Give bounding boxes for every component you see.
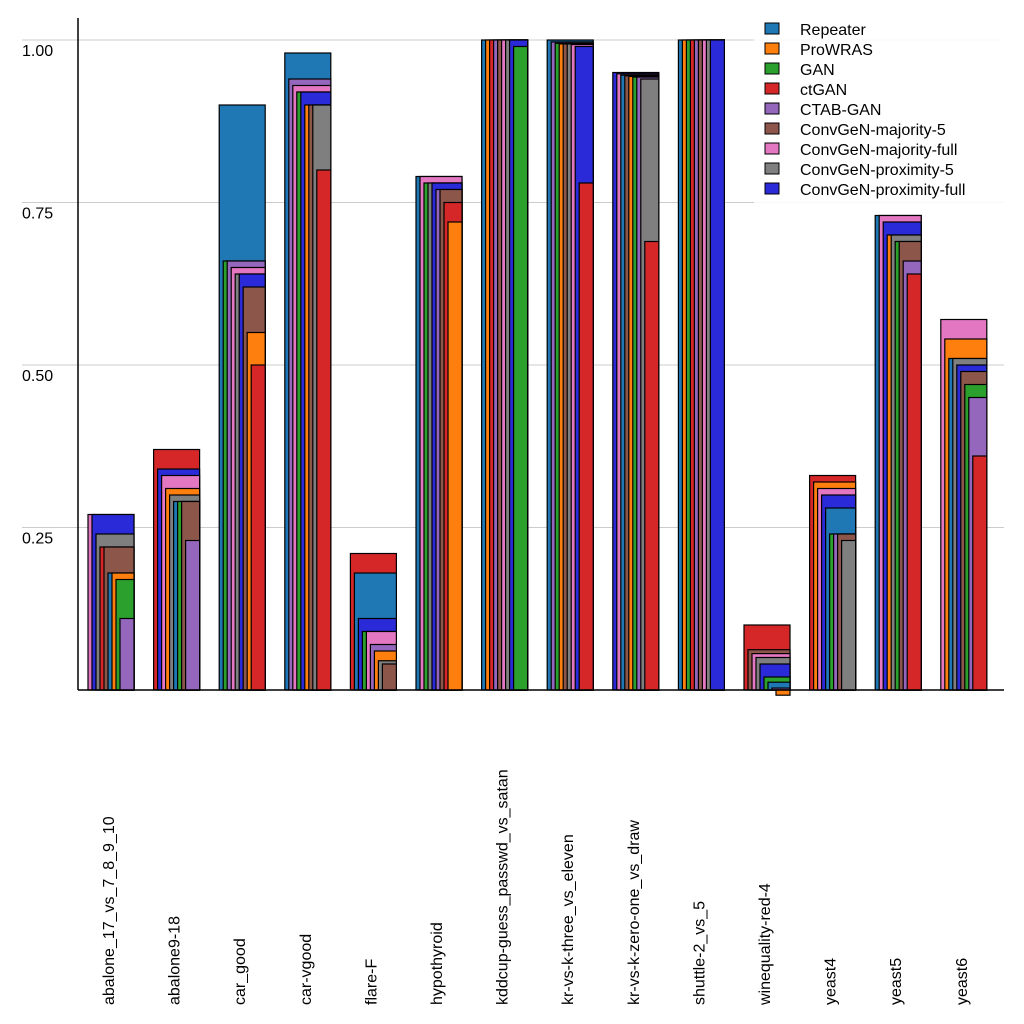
- bar-group: [218, 104, 266, 691]
- bar-group: [87, 513, 135, 691]
- bar-ctab-gan: [119, 617, 135, 691]
- legend-label: ConvGeN-proximity-5: [800, 162, 954, 179]
- x-tick-labels: abalone_17_vs_7_8_9_10 abalone9-18 car_goo…: [101, 769, 971, 1006]
- y-tick-label: 0.75: [22, 206, 53, 223]
- bar-ctgan: [644, 240, 660, 691]
- bar-group: [940, 318, 988, 691]
- bar-ctgan: [972, 455, 988, 691]
- bar-ctgan: [250, 364, 266, 691]
- x-tick-label: hypothyroid: [429, 922, 446, 1005]
- bar-ctgan: [578, 182, 594, 691]
- x-tick-label: car-vgood: [298, 934, 315, 1005]
- x-tick-label: kr-vs-k-zero-one_vs_draw: [626, 820, 643, 1005]
- bar-group: [153, 448, 201, 691]
- bar-group: [284, 52, 332, 691]
- legend-swatch: [764, 82, 780, 95]
- bar-convgen-majority-5: [381, 663, 397, 691]
- legend-swatch: [764, 22, 780, 35]
- legend-item: ConvGeN-proximity-full: [764, 182, 965, 199]
- x-tick-label: kddcup-guess_passwd_vs_satan: [495, 769, 512, 1005]
- bar-group: [743, 624, 791, 696]
- bar-prowras: [775, 689, 791, 696]
- legend-item: ConvGeN-majority-5: [764, 122, 946, 139]
- legend-swatch: [764, 102, 780, 115]
- bar-ctgan: [316, 169, 332, 691]
- legend-swatch: [764, 162, 780, 175]
- y-tick-labels: 0.25 0.50 0.75 1.00: [22, 43, 53, 548]
- bar-gan: [512, 45, 529, 691]
- x-tick-label: winequality-red-4: [757, 883, 774, 1006]
- bar-convgen-proximity-full: [709, 39, 726, 691]
- y-tick-label: 0.50: [22, 368, 53, 385]
- legend-label: ProWRAS: [800, 42, 873, 59]
- bar-group: [874, 214, 922, 691]
- x-tick-label: kr-vs-k-three_vs_eleven: [560, 834, 577, 1005]
- x-tick-label: abalone_17_vs_7_8_9_10: [101, 816, 118, 1005]
- bar-group: [612, 71, 660, 691]
- legend-label: ConvGeN-majority-5: [800, 122, 946, 139]
- legend-label: CTAB-GAN: [800, 102, 881, 119]
- legend-label: ctGAN: [800, 82, 847, 99]
- legend-label: ConvGeN-majority-full: [800, 142, 957, 159]
- legend-swatch: [764, 182, 780, 195]
- axes: [77, 18, 1004, 691]
- bar-ctgan: [906, 273, 922, 691]
- bar-group: [677, 39, 726, 691]
- legend-item: ProWRAS: [764, 42, 873, 59]
- x-tick-label: yeast5: [888, 958, 905, 1005]
- legend: Repeater ProWRAS GAN ctGAN CTAB-GAN ConvGeN-m…: [754, 18, 1006, 204]
- legend-swatch: [764, 142, 780, 155]
- bar-prowras: [447, 221, 463, 691]
- legend-swatch: [764, 42, 780, 55]
- x-tick-label: car_good: [232, 938, 249, 1005]
- bar-convgen-proximity-5: [840, 539, 857, 691]
- bar-group: [415, 175, 463, 691]
- legend-item: GAN: [764, 62, 835, 79]
- x-tick-label: yeast6: [954, 958, 971, 1005]
- legend-swatch: [764, 62, 780, 75]
- legend-item: ConvGeN-majority-full: [764, 142, 957, 159]
- legend-label: GAN: [800, 62, 835, 79]
- legend-background: [754, 18, 1006, 204]
- x-tick-label: yeast4: [823, 958, 840, 1005]
- bar-group: [546, 39, 594, 691]
- legend-item: ctGAN: [764, 82, 847, 99]
- legend-label: ConvGeN-proximity-full: [800, 182, 965, 199]
- bar-group: [808, 474, 857, 691]
- legend-item: Repeater: [764, 22, 866, 39]
- bar-group: [349, 552, 397, 691]
- legend-item: ConvGeN-proximity-5: [764, 162, 954, 179]
- x-tick-label: shuttle-2_vs_5: [691, 901, 708, 1005]
- legend-item: CTAB-GAN: [764, 102, 881, 119]
- legend-label: Repeater: [800, 22, 866, 39]
- y-tick-label: 1.00: [22, 43, 53, 60]
- legend-swatch: [764, 122, 780, 135]
- x-tick-label: abalone9-18: [167, 916, 184, 1005]
- bar-group: [481, 39, 529, 691]
- y-tick-label: 0.25: [22, 531, 53, 548]
- bar-ctab-gan: [185, 539, 201, 691]
- x-tick-label: flare-F: [363, 959, 380, 1005]
